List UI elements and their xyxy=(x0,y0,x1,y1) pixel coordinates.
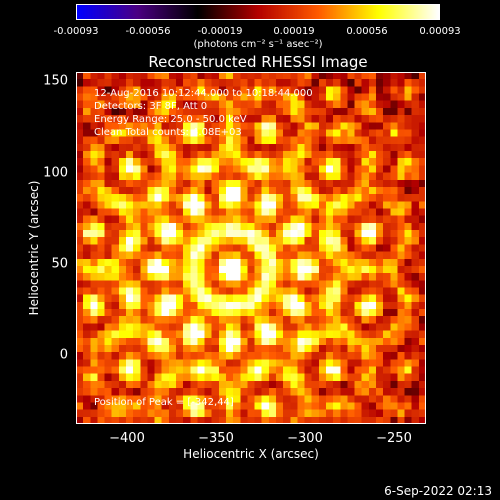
y-axis-label: Heliocentric Y (arcsec) xyxy=(27,180,41,316)
y-tick-label: 100 xyxy=(43,165,68,181)
y-tick-label: 150 xyxy=(43,73,68,89)
colorbar-tick: -0.00019 xyxy=(197,26,243,37)
colorbar-tick: 0.00093 xyxy=(419,26,461,37)
y-tick-label: 50 xyxy=(51,256,68,272)
plot-timestamp: 6-Sep-2022 02:13 xyxy=(384,484,492,498)
colorbar-tick: 0.00019 xyxy=(273,26,315,37)
plot-title: Reconstructed RHESSI Image xyxy=(148,53,368,71)
x-tick-label: −350 xyxy=(198,431,234,446)
x-tick-label: −400 xyxy=(109,431,145,446)
colorbar-tick: -0.00093 xyxy=(53,26,99,37)
colorbar xyxy=(76,4,440,20)
energy-range-text: Energy Range: 25.0 - 50.0 keV xyxy=(94,114,247,125)
colorbar-units-label: (photons cm⁻² s⁻¹ asec⁻²) xyxy=(193,39,323,50)
y-tick-label: 0 xyxy=(59,347,68,363)
x-tick-label: −250 xyxy=(376,431,412,446)
plot-frame xyxy=(76,72,426,424)
x-axis-label: Heliocentric X (arcsec) xyxy=(183,447,319,461)
rhessi-image-heatmap xyxy=(76,72,426,424)
x-tick-label: −300 xyxy=(287,431,323,446)
detectors-text: Detectors: 3F 8F, Att 0 xyxy=(94,101,208,112)
peak-position-text: Position of Peak = [-342,44] xyxy=(94,397,234,408)
colorbar-tick: -0.00056 xyxy=(125,26,171,37)
clean-total-counts-text: Clean Total counts: 4.08E+03 xyxy=(94,127,242,138)
colorbar-tick: 0.00056 xyxy=(346,26,388,37)
time-range-text: 12-Aug-2016 10:12:44.000 to 10:18:44.000 xyxy=(94,88,313,99)
